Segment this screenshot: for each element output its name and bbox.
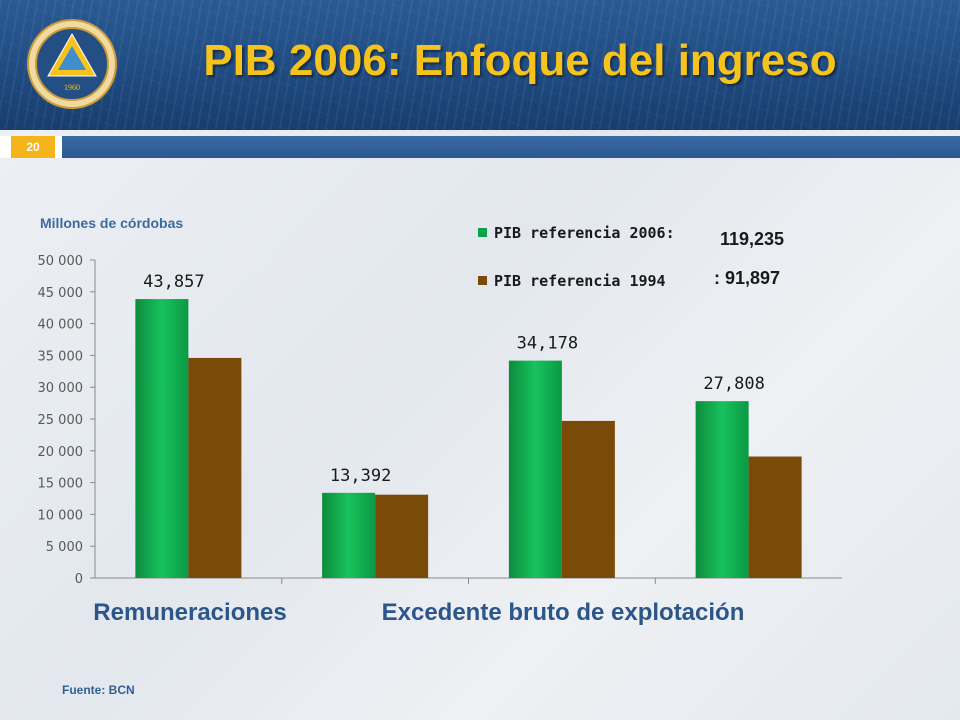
y-tick-label: 30 000	[38, 381, 84, 396]
category-label: Excedente bruto de explotación	[382, 599, 745, 626]
strip-blue	[62, 136, 960, 158]
bar-1994	[188, 357, 242, 578]
bar-1994	[375, 494, 429, 578]
bar-2006	[322, 492, 376, 578]
header-banner: 1960 PIB 2006: Enfoque del ingreso	[0, 0, 960, 130]
page-title: PIB 2006: Enfoque del ingreso	[203, 36, 837, 85]
y-tick-label: 35 000	[38, 349, 84, 364]
y-tick-label: 15 000	[38, 477, 84, 492]
y-tick-label: 25 000	[38, 413, 84, 428]
units-label: Millones de córdobas	[40, 215, 184, 231]
y-tick-label: 0	[75, 572, 83, 587]
seal-year: 1960	[64, 83, 80, 92]
y-tick-label: 5 000	[46, 540, 83, 555]
bar-2006	[135, 299, 189, 578]
y-tick-label: 20 000	[38, 445, 84, 460]
y-tick-label: 45 000	[38, 286, 84, 301]
legend-label-1994: PIB referencia 1994	[494, 272, 666, 290]
bar-1994	[748, 456, 802, 578]
banknote-pattern	[0, 0, 960, 130]
bank-seal-logo: 1960	[27, 19, 117, 109]
y-tick-label: 40 000	[38, 318, 84, 333]
data-label: 13,392	[330, 466, 391, 486]
bar-1994	[561, 420, 615, 578]
source-note: Fuente: BCN	[62, 683, 135, 697]
data-label: 34,178	[517, 334, 578, 354]
category-label: Remuneraciones	[93, 599, 286, 626]
data-label: 43,857	[143, 272, 204, 292]
title-underline-strip	[0, 136, 960, 158]
data-label: 27,808	[703, 374, 764, 394]
bar-2006	[508, 360, 562, 578]
legend-swatch-1994	[478, 276, 487, 285]
bar-2006	[695, 401, 749, 578]
legend-label-2006: PIB referencia 2006:	[494, 224, 675, 242]
legend-swatch-2006	[478, 228, 487, 237]
y-tick-label: 50 000	[38, 254, 84, 269]
legend-total-1994: : 91,897	[714, 268, 780, 288]
y-tick-label: 10 000	[38, 508, 84, 523]
slide-number-badge: 20	[11, 136, 55, 158]
legend-total-2006: 119,235	[720, 229, 784, 249]
